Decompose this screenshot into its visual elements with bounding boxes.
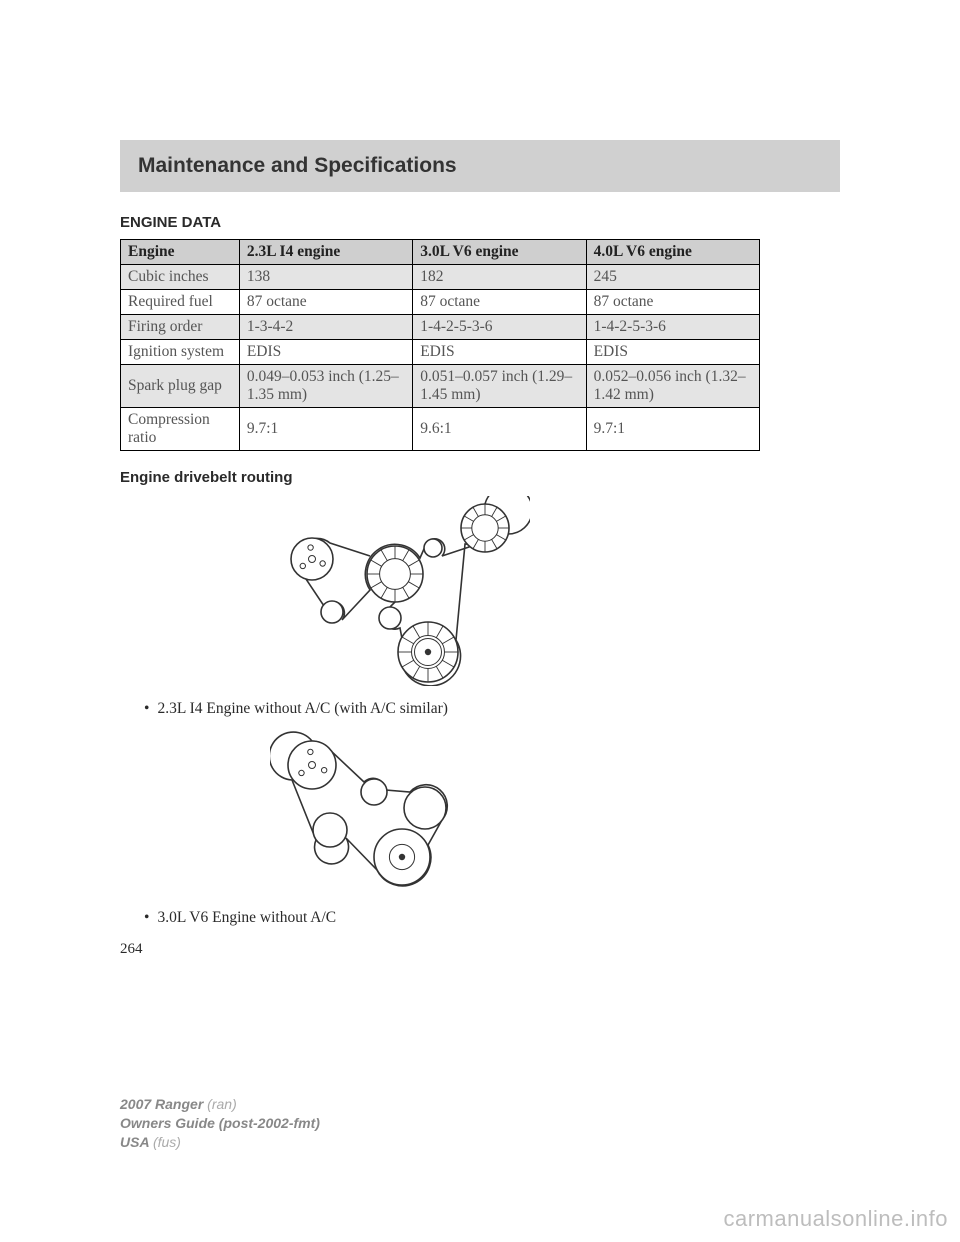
table-header: 4.0L V6 engine [586,240,759,265]
table-header: Engine [121,240,240,265]
table-cell: 87 octane [413,290,586,315]
table-cell: 138 [239,265,412,290]
table-row: Firing order1-3-4-21-4-2-5-3-61-4-2-5-3-… [121,315,760,340]
footer-region: USA [120,1134,153,1150]
table-row: Cubic inches138182245 [121,265,760,290]
table-cell: 1-4-2-5-3-6 [586,315,759,340]
page-number: 264 [120,941,840,958]
footer-model: 2007 Ranger [120,1096,207,1112]
table-header: 2.3L I4 engine [239,240,412,265]
table-cell: Compression ratio [121,408,240,451]
watermark: carmanualsonline.info [723,1206,948,1232]
page-header: Maintenance and Specifications [120,140,840,192]
table-cell: 87 octane [239,290,412,315]
table-cell: Required fuel [121,290,240,315]
table-cell: 87 octane [586,290,759,315]
table-row: Compression ratio9.7:19.6:19.7:1 [121,408,760,451]
table-cell: 182 [413,265,586,290]
table-cell: EDIS [413,340,586,365]
bullet-3_0l: 3.0L V6 Engine without A/C [144,909,840,927]
table-cell: 1-3-4-2 [239,315,412,340]
table-cell: 9.6:1 [413,408,586,451]
table-cell: EDIS [586,340,759,365]
table-cell: 0.049–0.053 inch (1.25–1.35 mm) [239,365,412,408]
table-cell: 9.7:1 [239,408,412,451]
table-row: Spark plug gap0.049–0.053 inch (1.25–1.3… [121,365,760,408]
table-cell: 1-4-2-5-3-6 [413,315,586,340]
table-header: 3.0L V6 engine [413,240,586,265]
table-cell: Cubic inches [121,265,240,290]
table-cell: Spark plug gap [121,365,240,408]
table-cell: 0.051–0.057 inch (1.29–1.45 mm) [413,365,586,408]
table-cell: Firing order [121,315,240,340]
drivebelt-diagram-2_3l [270,496,530,686]
table-cell: EDIS [239,340,412,365]
footer-guide: Owners Guide (post-2002-fmt) [120,1115,320,1131]
section-title: ENGINE DATA [120,214,840,231]
subsection-title: Engine drivebelt routing [120,469,840,486]
table-cell: Ignition system [121,340,240,365]
table-cell: 0.052–0.056 inch (1.32–1.42 mm) [586,365,759,408]
footer-code2: (fus) [153,1134,181,1150]
table-row: Required fuel87 octane87 octane87 octane [121,290,760,315]
footer-block: 2007 Ranger (ran) Owners Guide (post-200… [120,1095,320,1152]
bullet-2_3l: 2.3L I4 Engine without A/C (with A/C sim… [144,700,840,718]
table-cell: 245 [586,265,759,290]
header-title: Maintenance and Specifications [138,154,822,178]
engine-data-table: Engine2.3L I4 engine3.0L V6 engine4.0L V… [120,239,760,451]
table-row: Ignition systemEDISEDISEDIS [121,340,760,365]
footer-code1: (ran) [207,1096,237,1112]
drivebelt-diagram-3_0l [270,730,460,895]
table-cell: 9.7:1 [586,408,759,451]
